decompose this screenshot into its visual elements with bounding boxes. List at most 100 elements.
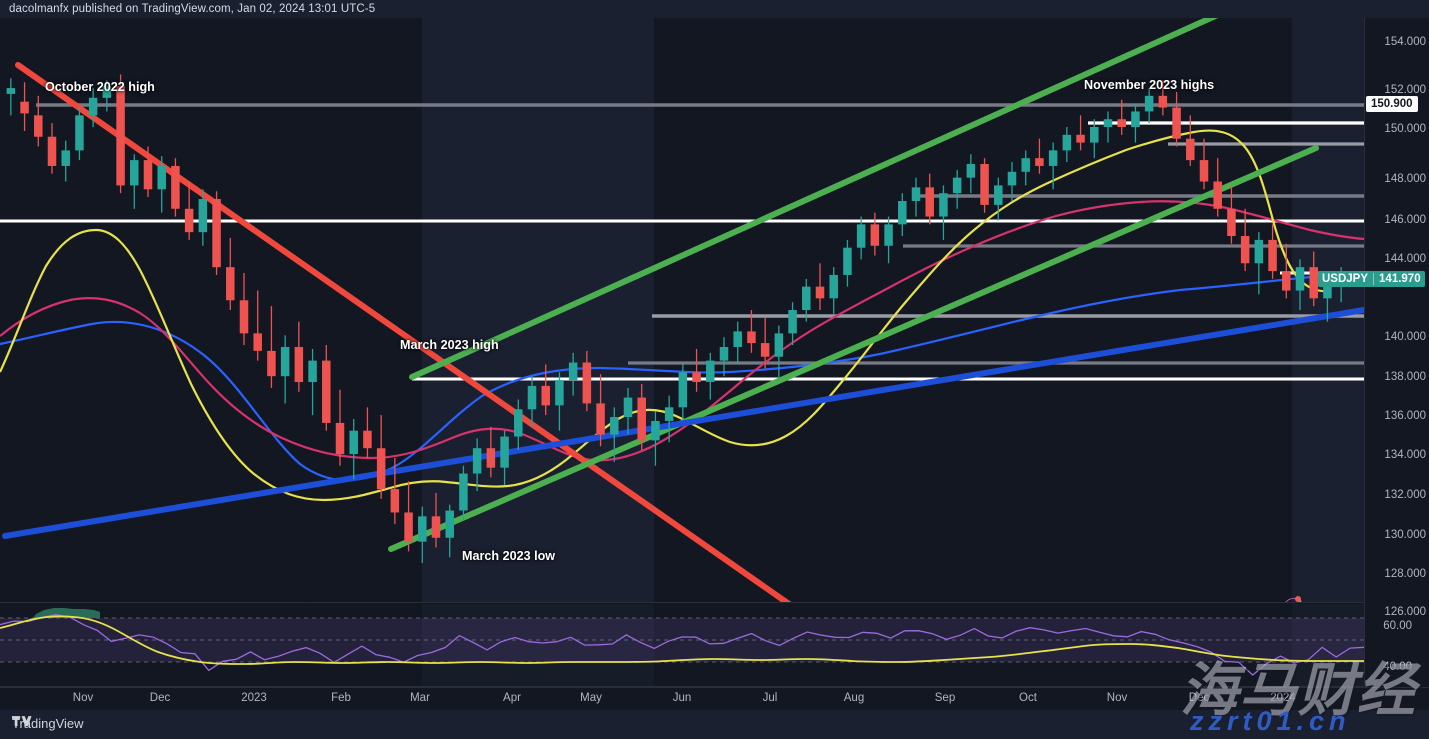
price-tick: 134.000 bbox=[1384, 449, 1426, 461]
candle-body bbox=[898, 200, 907, 225]
rsi-bottom-separator bbox=[0, 686, 1364, 687]
candle-body bbox=[171, 165, 180, 209]
publisher-bar: dacolmanfx published on TradingView.com,… bbox=[0, 0, 1429, 18]
time-axis-label: 2023 bbox=[241, 692, 267, 704]
candle-body bbox=[1090, 127, 1099, 143]
candle-body bbox=[815, 286, 825, 299]
time-axis-label: Aug bbox=[843, 692, 865, 704]
last-price-value: 141.970 bbox=[1379, 273, 1421, 285]
candle-body bbox=[884, 224, 893, 246]
price-pane[interactable]: October 2022 high November 2023 highs Marc… bbox=[0, 18, 1364, 602]
time-axis-label: Feb bbox=[331, 692, 351, 704]
tradingview-logo[interactable]: TradingView bbox=[12, 716, 84, 731]
candle-body bbox=[980, 164, 989, 205]
candle-body bbox=[198, 199, 208, 233]
rsi-ma-line bbox=[0, 615, 1364, 665]
candle-body bbox=[637, 397, 646, 441]
candle-body bbox=[1035, 158, 1044, 166]
candlestick-series bbox=[6, 74, 1346, 564]
candle-body bbox=[1254, 239, 1264, 264]
candle-body bbox=[1172, 107, 1181, 139]
candle-body bbox=[61, 150, 70, 166]
candle-body bbox=[390, 489, 400, 513]
candle-body bbox=[514, 409, 523, 437]
price-axis[interactable]: 154.000 152.000 150.000 148.000 146.000 … bbox=[1364, 18, 1429, 686]
candle-body bbox=[1309, 267, 1318, 299]
candle-body bbox=[856, 224, 866, 248]
candle-body bbox=[102, 86, 112, 98]
last-price-badge[interactable]: USDJPY 141.970 bbox=[1318, 271, 1425, 287]
level-price-label[interactable]: 150.900 bbox=[1366, 96, 1418, 112]
candle-body bbox=[1007, 171, 1017, 186]
price-tick: 126.000 bbox=[1384, 606, 1426, 618]
price-tick: 150.000 bbox=[1384, 123, 1426, 135]
candle-body bbox=[1227, 208, 1236, 237]
price-tick: 152.000 bbox=[1384, 84, 1426, 96]
candle-body bbox=[472, 448, 482, 474]
candle-body bbox=[1323, 282, 1332, 299]
rsi-line bbox=[0, 614, 1364, 676]
candle-body bbox=[541, 385, 550, 406]
price-tick: 138.000 bbox=[1384, 371, 1426, 383]
candle-body bbox=[760, 343, 770, 357]
candle-body bbox=[596, 403, 605, 435]
candle-body bbox=[184, 208, 194, 233]
candle-body bbox=[966, 164, 976, 178]
price-tick: 140.000 bbox=[1384, 331, 1426, 343]
candle-body bbox=[568, 362, 578, 381]
candle-body bbox=[280, 346, 290, 377]
candle-body bbox=[692, 372, 701, 383]
footer-bar bbox=[0, 710, 1429, 739]
price-tick: 154.000 bbox=[1384, 36, 1426, 48]
rsi-pane[interactable] bbox=[0, 604, 1364, 686]
candle-body bbox=[75, 115, 84, 151]
candle-body bbox=[1062, 134, 1072, 151]
price-tick: 148.000 bbox=[1384, 173, 1426, 185]
candle-body bbox=[610, 417, 619, 435]
candle-body bbox=[418, 516, 427, 542]
candle-body bbox=[212, 199, 221, 268]
candle-body bbox=[1076, 134, 1085, 143]
price-tick: 132.000 bbox=[1384, 489, 1426, 501]
candle-body bbox=[843, 247, 852, 275]
candle-body bbox=[404, 512, 413, 542]
time-axis[interactable]: Nov Dec 2023 Feb Mar Apr May Jun Jul Aug Sep Oct Nov… bbox=[0, 687, 1429, 711]
candle-body bbox=[88, 97, 98, 116]
time-axis-label: 2024 bbox=[1270, 692, 1296, 704]
horizontal-level-group bbox=[0, 103, 1364, 381]
time-axis-label: Nov bbox=[72, 692, 94, 704]
candle-body bbox=[6, 88, 16, 94]
candle-body bbox=[802, 286, 811, 310]
candle-body bbox=[335, 422, 345, 455]
candle-body bbox=[431, 516, 441, 538]
candle-body bbox=[308, 360, 317, 383]
time-axis-label: Nov bbox=[1106, 692, 1128, 704]
trendline-channel-bottom bbox=[388, 145, 1319, 552]
candle-body bbox=[459, 473, 468, 511]
time-axis-label: Sep bbox=[934, 692, 956, 704]
trendline-group bbox=[2, 18, 1364, 602]
candle-body bbox=[911, 187, 921, 201]
candle-body bbox=[376, 448, 386, 490]
candle-body bbox=[1131, 111, 1140, 128]
candle-body bbox=[719, 346, 729, 361]
candle-body bbox=[116, 86, 125, 186]
watermark-chinese: 海马财经 bbox=[1180, 658, 1417, 723]
time-axis-label: Jun bbox=[672, 692, 692, 704]
candle-body bbox=[363, 430, 372, 449]
candle-body bbox=[1282, 271, 1291, 291]
price-tick: 146.000 bbox=[1384, 214, 1426, 226]
price-tick: 144.000 bbox=[1384, 253, 1426, 265]
annotation-november-2023-highs: November 2023 highs bbox=[1084, 78, 1215, 92]
time-axis-label: Mar bbox=[410, 692, 430, 704]
trendline-descending-resistance bbox=[15, 62, 792, 602]
candle-body bbox=[157, 165, 166, 190]
candle-body bbox=[582, 362, 592, 404]
trendline-long-term-support bbox=[2, 307, 1364, 539]
candle-body bbox=[664, 407, 674, 421]
candle-body bbox=[939, 193, 948, 217]
rsi-tick: 60.00 bbox=[1383, 620, 1412, 632]
candle-body bbox=[1103, 119, 1113, 128]
candle-body bbox=[143, 160, 153, 190]
candle-body bbox=[267, 350, 276, 377]
